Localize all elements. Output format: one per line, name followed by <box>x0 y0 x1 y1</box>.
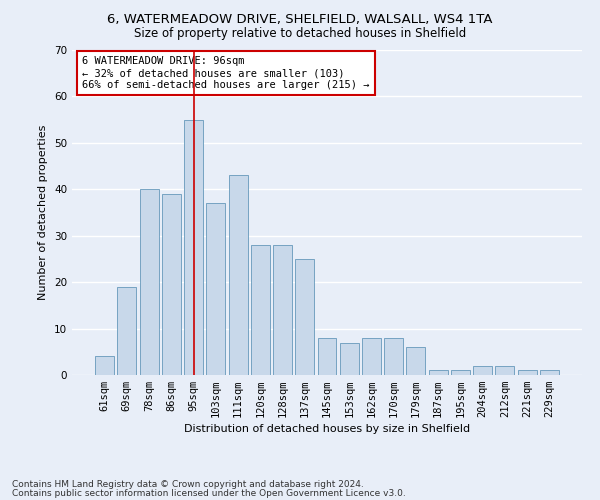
Bar <box>473 366 492 375</box>
Text: Contains public sector information licensed under the Open Government Licence v3: Contains public sector information licen… <box>12 488 406 498</box>
Bar <box>273 245 292 375</box>
Bar <box>384 338 403 375</box>
Bar <box>184 120 203 375</box>
Bar <box>451 370 470 375</box>
Bar <box>518 370 536 375</box>
Bar <box>496 366 514 375</box>
Bar <box>95 356 114 375</box>
Bar <box>162 194 181 375</box>
Bar <box>362 338 381 375</box>
Bar <box>317 338 337 375</box>
Bar <box>540 370 559 375</box>
X-axis label: Distribution of detached houses by size in Shelfield: Distribution of detached houses by size … <box>184 424 470 434</box>
Bar <box>229 176 248 375</box>
Bar <box>251 245 270 375</box>
Y-axis label: Number of detached properties: Number of detached properties <box>38 125 49 300</box>
Bar <box>406 347 425 375</box>
Text: 6 WATERMEADOW DRIVE: 96sqm
← 32% of detached houses are smaller (103)
66% of sem: 6 WATERMEADOW DRIVE: 96sqm ← 32% of deta… <box>82 56 370 90</box>
Bar <box>295 259 314 375</box>
Bar <box>206 203 225 375</box>
Text: Size of property relative to detached houses in Shelfield: Size of property relative to detached ho… <box>134 28 466 40</box>
Text: Contains HM Land Registry data © Crown copyright and database right 2024.: Contains HM Land Registry data © Crown c… <box>12 480 364 489</box>
Bar <box>118 287 136 375</box>
Text: 6, WATERMEADOW DRIVE, SHELFIELD, WALSALL, WS4 1TA: 6, WATERMEADOW DRIVE, SHELFIELD, WALSALL… <box>107 12 493 26</box>
Bar <box>140 190 158 375</box>
Bar <box>340 342 359 375</box>
Bar <box>429 370 448 375</box>
